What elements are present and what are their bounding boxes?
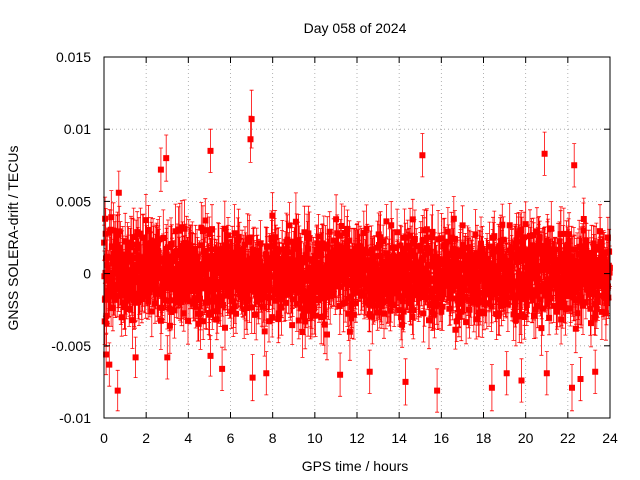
x-tick-label: 8 — [269, 430, 277, 446]
x-tick-label: 18 — [476, 430, 492, 446]
x-tick-label: 0 — [100, 430, 108, 446]
y-tick-label: 0.005 — [56, 193, 91, 209]
x-tick-label: 2 — [142, 430, 150, 446]
axis-ticks: 0 2 4 6 8 10 12 14 16 18 20 22 24-0.01-0.00500.0050.… — [51, 49, 618, 446]
x-tick-label: 14 — [391, 430, 407, 446]
x-axis-label: GPS time / hours — [302, 458, 409, 474]
data-point-markers — [101, 116, 613, 394]
x-tick-label: 12 — [349, 430, 365, 446]
y-tick-label: -0.01 — [59, 410, 91, 426]
x-tick-label: 4 — [184, 430, 192, 446]
x-tick-label: 24 — [602, 430, 618, 446]
y-axis-label: GNSS SOLERA-drift / TECUs — [5, 146, 21, 331]
x-tick-label: 16 — [434, 430, 450, 446]
y-tick-label: 0.01 — [64, 121, 91, 137]
y-tick-label: 0 — [83, 266, 91, 282]
chart-title: Day 058 of 2024 — [304, 20, 407, 36]
y-tick-label: -0.005 — [51, 338, 91, 354]
x-tick-label: 22 — [560, 430, 576, 446]
y-tick-label: 0.015 — [56, 49, 91, 65]
x-tick-label: 10 — [307, 430, 323, 446]
x-tick-label: 20 — [518, 430, 534, 446]
x-tick-label: 6 — [227, 430, 235, 446]
